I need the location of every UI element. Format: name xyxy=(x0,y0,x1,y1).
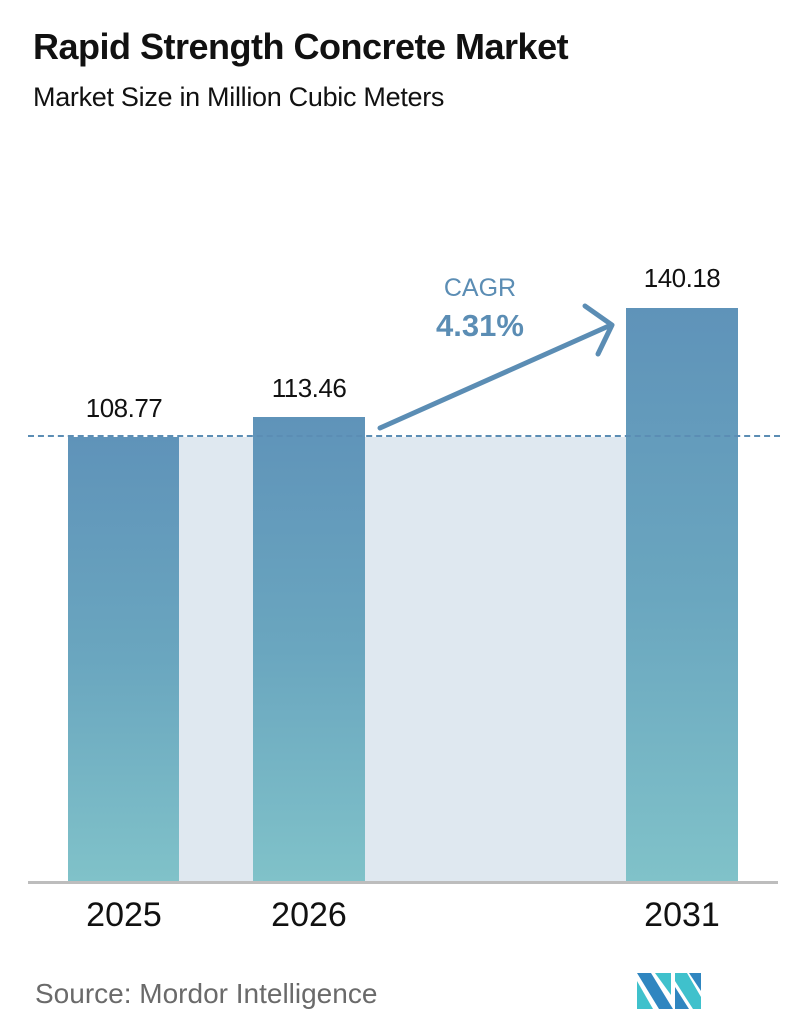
reference-line xyxy=(28,435,780,437)
x-label-2031: 2031 xyxy=(644,896,720,934)
source-text: Source: Mordor Intelligence xyxy=(35,978,378,1009)
mordor-intelligence-logo-icon xyxy=(637,973,701,1009)
cagr-label: CAGR xyxy=(443,274,517,302)
chart-title: Rapid Strength Concrete Market xyxy=(33,26,569,67)
chart-subtitle: Market Size in Million Cubic Meters xyxy=(33,82,445,112)
x-label-2025: 2025 xyxy=(86,896,162,934)
value-label-2026: 113.46 xyxy=(271,373,347,403)
bar-2026 xyxy=(253,417,365,882)
value-label-2031: 140.18 xyxy=(643,263,721,293)
x-axis-baseline xyxy=(28,881,778,884)
bar-2025 xyxy=(68,437,179,882)
value-label-2025: 108.77 xyxy=(85,393,163,423)
bar-2031 xyxy=(626,308,738,882)
cagr-value: 4.31% xyxy=(436,308,524,343)
x-label-2026: 2026 xyxy=(271,896,347,934)
